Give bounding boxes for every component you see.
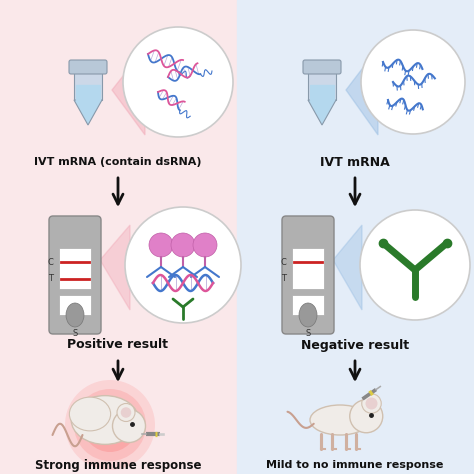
Polygon shape (333, 225, 362, 310)
Circle shape (171, 233, 195, 257)
Ellipse shape (71, 396, 139, 445)
Circle shape (92, 407, 128, 443)
Text: IVT mRNA (contain dsRNA): IVT mRNA (contain dsRNA) (34, 157, 202, 167)
Circle shape (361, 30, 465, 134)
Polygon shape (112, 48, 145, 135)
Bar (308, 70, 336, 100)
Circle shape (121, 407, 131, 418)
FancyBboxPatch shape (69, 60, 107, 74)
Text: Strong immune response: Strong immune response (35, 458, 201, 472)
Text: IVT mRNA: IVT mRNA (320, 155, 390, 168)
Polygon shape (100, 225, 130, 310)
Circle shape (83, 398, 137, 452)
Circle shape (112, 410, 146, 443)
Text: S: S (305, 328, 310, 337)
Text: Negative result: Negative result (301, 338, 409, 352)
Circle shape (117, 403, 135, 421)
Circle shape (74, 389, 146, 461)
Text: T: T (48, 274, 53, 283)
Bar (310, 85, 334, 100)
Bar (59, 295, 91, 315)
Ellipse shape (299, 303, 317, 327)
Text: C: C (280, 258, 286, 267)
Bar (76, 85, 100, 100)
Text: Mild to no immune response: Mild to no immune response (266, 460, 444, 470)
Circle shape (149, 233, 173, 257)
Text: T: T (281, 274, 286, 283)
Polygon shape (308, 100, 336, 125)
Ellipse shape (66, 303, 84, 327)
Circle shape (193, 233, 217, 257)
FancyBboxPatch shape (303, 60, 341, 74)
Ellipse shape (310, 405, 370, 435)
Bar (0, 0, 237, 474)
Circle shape (125, 207, 241, 323)
FancyBboxPatch shape (49, 216, 101, 334)
Bar (74, 70, 102, 100)
Circle shape (365, 398, 377, 410)
Text: S: S (73, 328, 78, 337)
Circle shape (123, 27, 233, 137)
FancyBboxPatch shape (282, 216, 334, 334)
Circle shape (360, 210, 470, 320)
Bar (59, 247, 91, 289)
Circle shape (65, 380, 155, 470)
Polygon shape (346, 48, 378, 135)
Text: C: C (47, 258, 53, 267)
Bar (292, 295, 324, 315)
Circle shape (350, 400, 383, 433)
Bar (237, 0, 474, 474)
Circle shape (362, 394, 381, 413)
Text: Positive result: Positive result (67, 338, 168, 352)
Bar (292, 247, 324, 289)
Ellipse shape (69, 397, 110, 431)
Polygon shape (74, 100, 102, 125)
